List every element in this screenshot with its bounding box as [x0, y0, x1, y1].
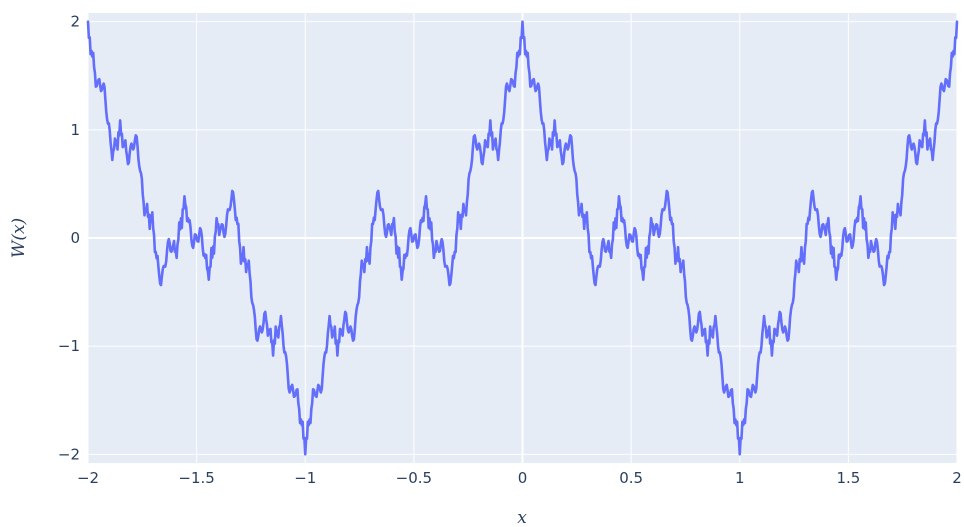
x-tick-label: 0 [518, 469, 528, 487]
zero-lines [88, 13, 957, 463]
x-tick-label: 0.5 [619, 469, 643, 487]
x-tick-label: −1.5 [178, 469, 214, 487]
x-tick-label: 2 [952, 469, 962, 487]
x-tick-label: −1 [294, 469, 316, 487]
x-tick-label: 1 [735, 469, 745, 487]
x-axis-title: x [517, 508, 527, 527]
y-tick-label: −1 [58, 337, 80, 355]
x-tick-label: −0.5 [396, 469, 432, 487]
x-tick-labels: −2 −1.5 −1 −0.5 0 0.5 1 1.5 2 [77, 469, 962, 487]
y-tick-label: 2 [70, 13, 80, 31]
y-tick-label: 1 [70, 121, 80, 139]
y-tick-labels: −2 −1 0 1 2 [58, 13, 80, 464]
y-tick-label: 0 [70, 229, 80, 247]
y-tick-label: −2 [58, 445, 80, 463]
y-axis-title: W(x) [9, 218, 29, 258]
series-line [86, 20, 959, 456]
x-tick-label: −2 [77, 469, 99, 487]
x-tick-label: 1.5 [836, 469, 860, 487]
